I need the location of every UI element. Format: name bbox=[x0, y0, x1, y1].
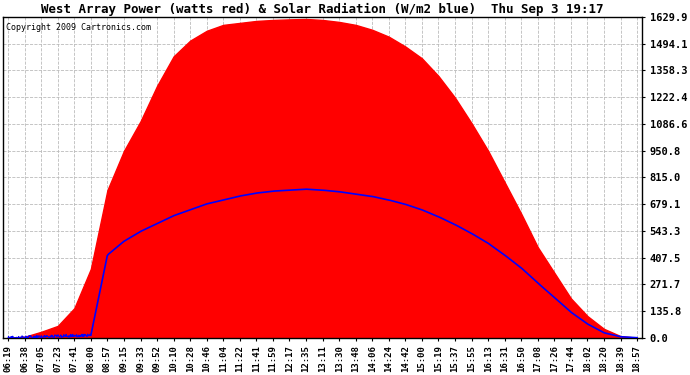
Text: Copyright 2009 Cartronics.com: Copyright 2009 Cartronics.com bbox=[6, 23, 151, 32]
Title: West Array Power (watts red) & Solar Radiation (W/m2 blue)  Thu Sep 3 19:17: West Array Power (watts red) & Solar Rad… bbox=[41, 3, 604, 16]
